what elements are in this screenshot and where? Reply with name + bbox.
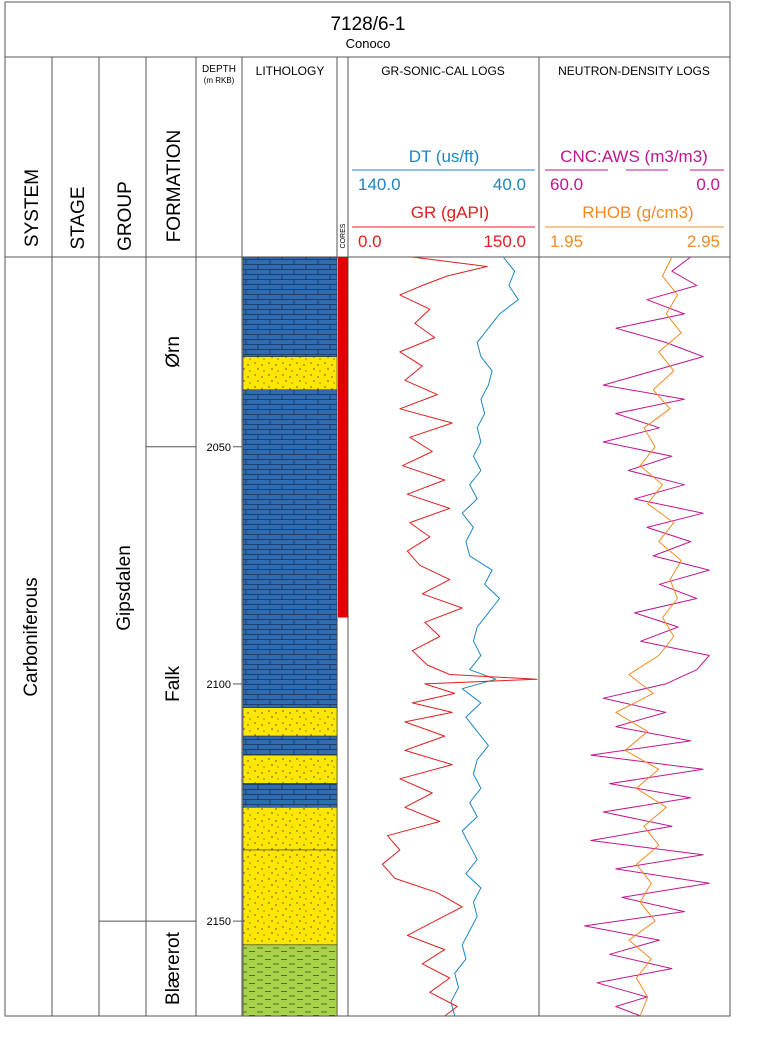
lithology-column-title: LITHOLOGY <box>256 64 325 78</box>
gr-scale-min: 0.0 <box>358 232 382 251</box>
cnc-curve-label: CNC:AWS (m3/m3) <box>560 147 708 166</box>
cnc-scale-max: 0.0 <box>696 175 720 194</box>
cnc-curve <box>584 256 710 1017</box>
depth-column-title: DEPTH <box>202 64 236 75</box>
depth-tick-label: 2150 <box>207 916 231 928</box>
core-interval-bar <box>338 257 348 618</box>
formation-label: Blærerot <box>163 931 184 1005</box>
lithology-limestone-bed <box>242 783 338 808</box>
dt-curve <box>450 256 519 1017</box>
lithology-shale-bed <box>242 944 338 1017</box>
formation-label: Ørn <box>163 336 184 368</box>
lithology-sandstone-bed <box>242 849 338 946</box>
lithology-sandstone-bed <box>242 806 338 851</box>
gr-curve-label: GR (gAPI) <box>411 203 489 222</box>
column-grid <box>5 57 730 1016</box>
gr-sonic-cal-track-title: GR-SONIC-CAL LOGS <box>381 64 505 78</box>
system-label: Carboniferous <box>21 577 42 696</box>
well-title: 7128/6-1 <box>330 14 405 35</box>
dt-curve-label: DT (us/ft) <box>409 147 480 166</box>
depth-tick-label: 2050 <box>207 442 231 454</box>
formation-label: Falk <box>163 665 184 701</box>
gr-scale-max: 150.0 <box>483 232 526 251</box>
group-column-title: GROUP <box>115 181 136 251</box>
gr-curve <box>381 256 538 1017</box>
rhob-scale-min: 1.95 <box>550 232 583 251</box>
rhob-scale-max: 2.95 <box>687 232 720 251</box>
stage-column-title: STAGE <box>68 187 89 250</box>
lithology-sandstone-bed <box>242 707 338 737</box>
rhob-curve <box>615 256 682 1017</box>
lithology-sandstone-bed <box>242 754 338 784</box>
dt-scale-max: 40.0 <box>493 175 526 194</box>
cores-column-title: CORES <box>340 223 347 248</box>
lithology-limestone-bed <box>242 256 338 357</box>
depth-tick-label: 2100 <box>207 679 231 691</box>
depth-unit-label: (m RKB) <box>204 76 235 85</box>
neutron-density-track-title: NEUTRON-DENSITY LOGS <box>558 64 710 78</box>
group-label: Gipsdalen <box>114 545 135 631</box>
rhob-curve-label: RHOB (g/cm3) <box>582 203 693 222</box>
formation-column-title: FORMATION <box>164 130 185 243</box>
cnc-scale-min: 60.0 <box>550 175 583 194</box>
lithology-limestone-bed <box>242 735 338 756</box>
dt-scale-min: 140.0 <box>358 175 401 194</box>
operator-subtitle: Conoco <box>346 36 391 51</box>
system-column-title: SYSTEM <box>22 169 43 247</box>
lithology-sandstone-bed <box>242 356 338 391</box>
lithology-limestone-bed <box>242 389 338 708</box>
